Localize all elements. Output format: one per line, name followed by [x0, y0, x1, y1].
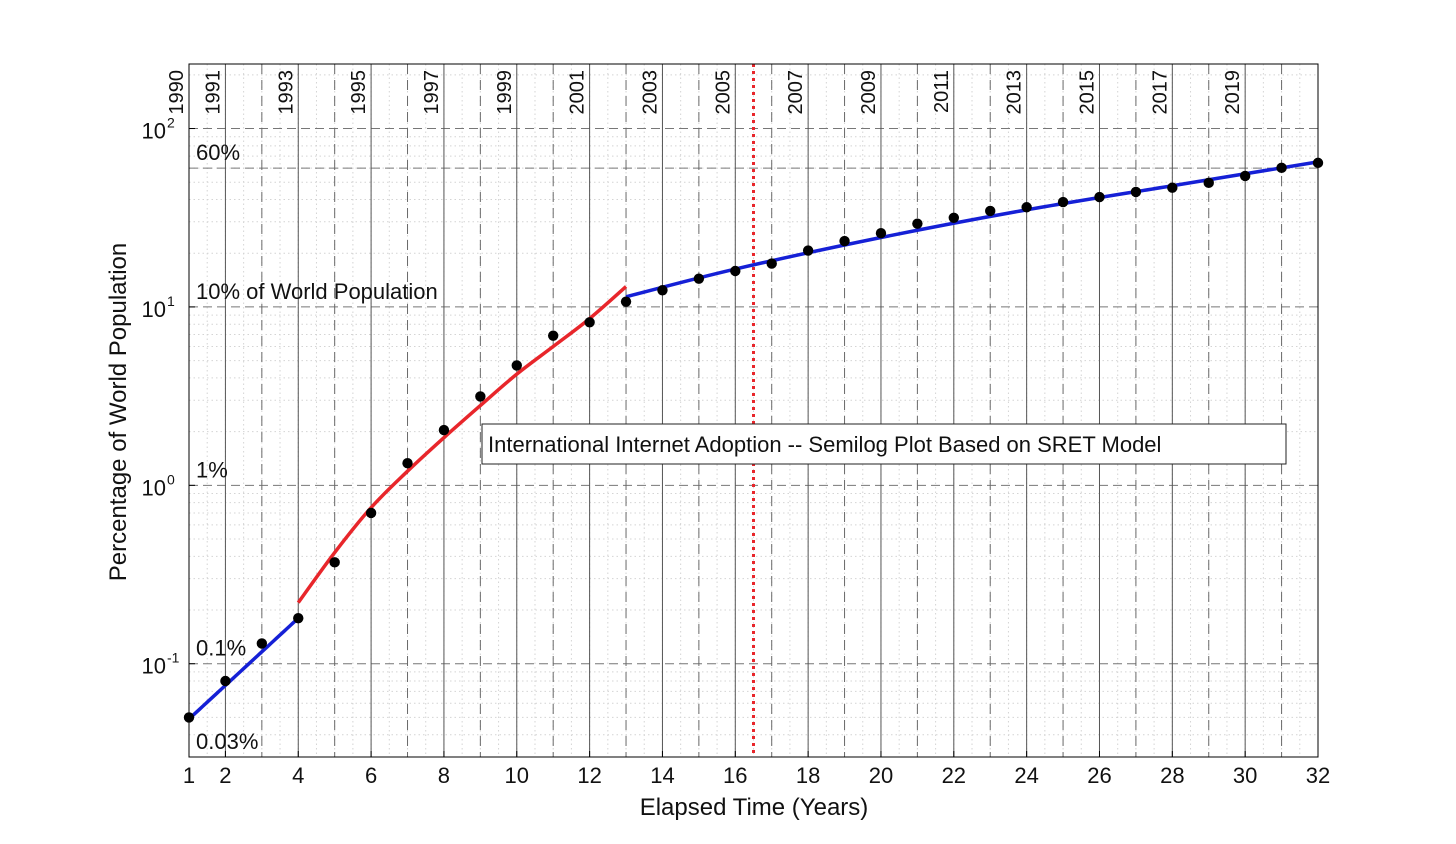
x-tick-label: 26: [1087, 763, 1111, 788]
data-point: [1203, 177, 1214, 189]
year-label: 1990: [166, 70, 188, 115]
year-label: 1991: [202, 70, 224, 115]
x-tick-label: 30: [1233, 763, 1257, 788]
level-annotation: 10% of World Population: [196, 279, 438, 304]
x-tick-label: 18: [796, 763, 820, 788]
x-tick-label: 1: [183, 763, 195, 788]
title-box-border: [481, 423, 1287, 465]
x-tick-label: 20: [869, 763, 893, 788]
data-point: [1021, 202, 1032, 213]
data-point: [365, 507, 377, 519]
y-axis-label: Percentage of World Population: [105, 243, 132, 581]
level-annotation: 60%: [196, 140, 240, 165]
year-label: 1999: [494, 70, 516, 115]
data-point: [438, 424, 450, 436]
data-point: [1057, 196, 1069, 208]
x-tick-label: 8: [438, 763, 450, 788]
data-point: [839, 235, 850, 247]
data-point: [730, 265, 741, 277]
plot-frame: [188, 63, 1319, 758]
x-tick-label: 6: [365, 763, 377, 788]
year-label: 1995: [348, 70, 370, 115]
x-tick-label: 14: [650, 763, 674, 788]
year-label: 2005: [712, 70, 734, 115]
year-label: 2017: [1149, 70, 1171, 115]
data-point: [256, 638, 268, 649]
data-point: [329, 557, 340, 568]
year-label: 2009: [858, 70, 880, 115]
data-point: [802, 245, 814, 256]
data-point: [293, 612, 304, 624]
x-tick-label: 22: [942, 763, 966, 788]
data-point: [693, 273, 705, 284]
level-annotation: 0.03%: [196, 729, 258, 754]
year-label: 2015: [1076, 70, 1098, 115]
data-point: [985, 205, 996, 217]
year-label: 2019: [1222, 70, 1244, 115]
data-point: [475, 391, 486, 402]
annotations-layer: 1990 1991 1993 1995 1997 1999 2001 2003 2005 2007…: [166, 70, 1244, 754]
data-point: [875, 227, 887, 239]
chart-title: International Internet Adoption -- Semil…: [488, 432, 1161, 457]
year-label: 1997: [421, 70, 443, 115]
year-label: 2013: [1004, 70, 1026, 115]
level-annotation: 1%: [196, 457, 228, 482]
x-tick-label: 32: [1306, 763, 1330, 788]
data-point: [402, 458, 413, 469]
x-tick-label: 4: [292, 763, 304, 788]
data-point: [948, 212, 960, 223]
data-point: [620, 296, 632, 307]
y-tick-exponent: 2: [167, 115, 175, 131]
y-tick-label: 10: [142, 475, 166, 500]
data-point: [1276, 162, 1287, 174]
data-point: [766, 258, 777, 269]
data-point: [584, 317, 595, 328]
year-label: 2011: [931, 70, 953, 113]
x-tick-label: 2: [219, 763, 231, 788]
y-tick-label: 10: [142, 119, 166, 144]
data-point: [220, 675, 231, 687]
y-tick-exponent: 1: [167, 293, 175, 309]
year-label: 2007: [785, 70, 807, 115]
x-tick-label: 24: [1014, 763, 1038, 788]
x-tick-label: 12: [577, 763, 601, 788]
y-tick-label: 10: [142, 297, 166, 322]
data-point: [912, 218, 923, 229]
data-point: [1167, 182, 1178, 193]
data-point: [511, 360, 522, 371]
data-point: [547, 330, 559, 341]
x-axis-label: Elapsed Time (Years): [640, 794, 869, 821]
data-point: [657, 285, 668, 296]
observed-points: [183, 157, 1324, 723]
year-label: 2001: [567, 70, 589, 115]
fit-curve-1: [187, 616, 300, 721]
x-tick-label: 10: [505, 763, 529, 788]
data-point: [1239, 170, 1251, 182]
x-tick-label: 28: [1160, 763, 1184, 788]
year-label: 1993: [275, 70, 297, 115]
y-tick-exponent: 0: [167, 471, 175, 487]
y-tick-label: 10: [142, 654, 166, 679]
y-tick-exponent: -1: [167, 650, 180, 666]
data-point: [1094, 191, 1105, 203]
year-label: 2003: [639, 70, 661, 115]
fit-curve-2: [296, 285, 628, 604]
level-annotation: 0.1%: [196, 636, 246, 661]
data-point: [1130, 186, 1142, 198]
chart-title-box: International Internet Adoption -- Semil…: [481, 423, 1287, 465]
x-tick-label: 16: [723, 763, 747, 788]
